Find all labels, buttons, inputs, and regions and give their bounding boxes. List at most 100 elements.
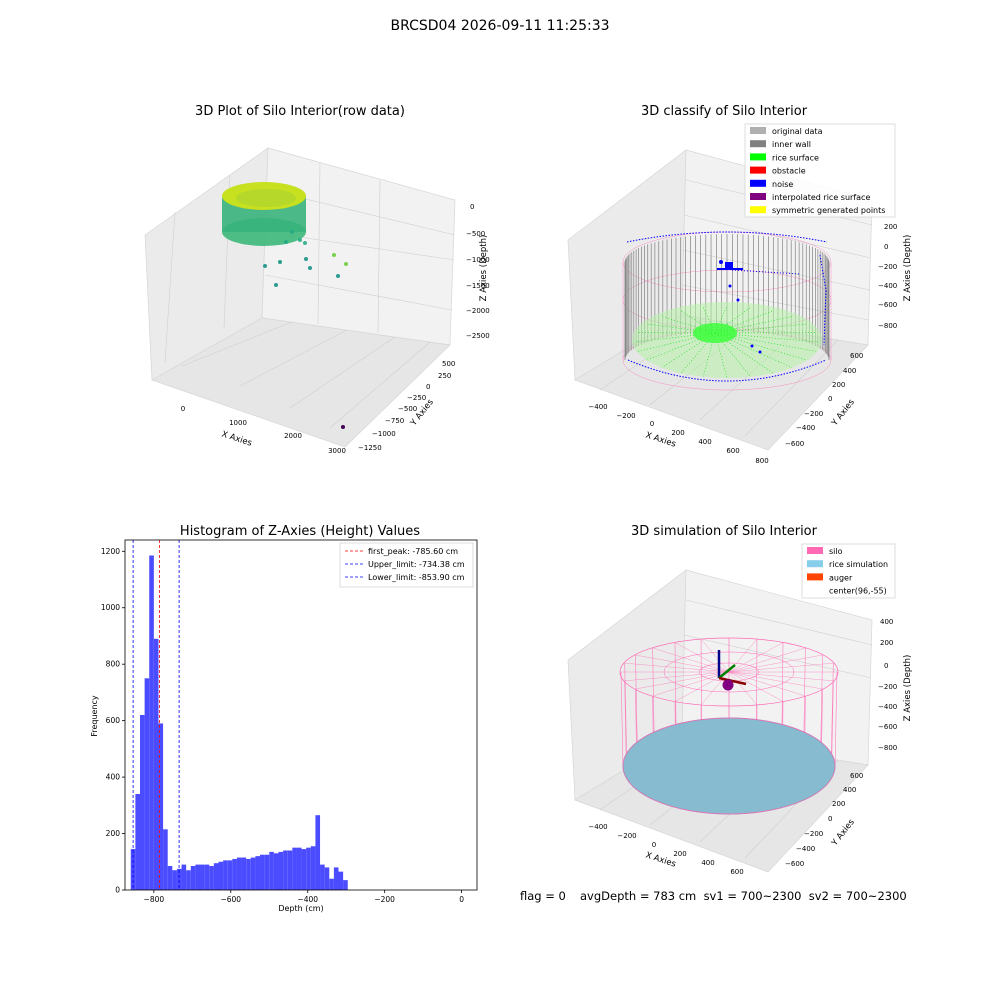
histogram-bar — [236, 857, 242, 890]
histogram-bar — [181, 864, 187, 890]
histogram-bar — [213, 863, 219, 890]
histogram-bar — [209, 866, 214, 890]
avg-depth-text: avgDepth = 783 cm sv1 = 700~2300 sv2 = 7… — [580, 889, 907, 903]
silo-roof-line — [635, 654, 730, 673]
sim-ztick: −400 — [878, 703, 897, 711]
raw-ytick: −250 — [407, 394, 426, 402]
raw-ztick: −2500 — [466, 332, 490, 340]
raw-ztick: −1500 — [466, 282, 490, 290]
legend-label: original data — [772, 127, 823, 136]
silo-roof-line — [624, 671, 730, 681]
histogram-xlabel: Depth (cm) — [278, 904, 323, 913]
histogram-legend-label: Lower_limit: -853.90 cm — [368, 573, 465, 582]
sim-xtick: 200 — [673, 850, 686, 858]
silo-roof-line — [700, 671, 730, 705]
sim-ztick: 400 — [880, 618, 893, 626]
histogram-bar — [333, 867, 339, 890]
histogram-bar — [273, 853, 279, 890]
classify-ytick: 400 — [843, 367, 856, 375]
legend-label: rice surface — [772, 153, 819, 162]
sim-legend: silo rice simulation auger center(96,-55) — [801, 543, 896, 599]
histogram-bar — [218, 861, 224, 890]
raw-xtick: 1000 — [229, 419, 247, 427]
legend-swatch — [750, 206, 766, 214]
histogram-xtick-label: −400 — [297, 895, 318, 904]
raw-xtick: 3000 — [328, 447, 346, 455]
histogram-bar — [163, 829, 168, 890]
legend-label: obstacle — [772, 167, 806, 176]
rice-ray — [714, 306, 751, 334]
histogram-bar — [255, 856, 261, 890]
sim-xtick: 0 — [652, 841, 656, 849]
silo-wall-line — [624, 663, 627, 754]
silo-wall-line — [620, 671, 624, 767]
classify-ytick: 600 — [850, 352, 863, 360]
sim-ylabel: Y Axies — [829, 817, 857, 849]
legend-swatch — [750, 166, 766, 174]
sim-ytick: 400 — [843, 786, 856, 794]
histogram-bar — [200, 864, 205, 890]
silo-wall-line — [700, 639, 702, 720]
classify-ytick: 200 — [832, 381, 845, 389]
legend-label: rice simulation — [829, 560, 888, 569]
histogram-bar — [232, 858, 237, 890]
histogram-bar — [246, 858, 251, 890]
raw-plot-title: 3D Plot of Silo Interior(row data) — [195, 104, 405, 119]
silo-roof-line — [728, 654, 823, 673]
sim-ytick: −200 — [804, 830, 823, 838]
legend-label: symmetric generated points — [772, 206, 885, 215]
silo-wall-line — [756, 639, 758, 720]
histogram-bar — [278, 851, 284, 890]
flag-text: flag = 0 — [520, 889, 566, 903]
silo-roof-line — [635, 671, 730, 690]
classify-zlabel: Z Axies (Depth) — [903, 235, 913, 302]
classify-xtick: 200 — [671, 429, 684, 437]
classify-xtick: 0 — [650, 420, 654, 428]
raw-ytick: −1000 — [372, 430, 396, 438]
histogram-bar — [227, 860, 233, 890]
raw-ztick: 0 — [470, 203, 474, 211]
raw-zlabel: Z Axies (Depth) — [479, 235, 489, 302]
raw-xlabel: X Axies — [220, 429, 253, 448]
raw-ztick: −500 — [466, 230, 485, 238]
legend-swatch — [750, 179, 766, 187]
raw-ytick: 0 — [426, 383, 430, 391]
histogram-bar — [158, 723, 164, 890]
raw-ztick: −2000 — [466, 307, 490, 315]
legend-swatch — [750, 153, 766, 161]
histogram-bar — [223, 860, 228, 890]
histogram-xtick-label: −200 — [374, 895, 395, 904]
raw-ztick: −1000 — [466, 256, 490, 264]
histogram-ytick-label: 400 — [106, 773, 121, 782]
sim-silo-bottom — [622, 717, 836, 815]
sim-ytick: 200 — [832, 800, 845, 808]
histogram-bar — [338, 871, 344, 890]
histogram-xtick-label: 0 — [459, 895, 464, 904]
histogram-bar — [140, 715, 145, 890]
sim-plot-title: 3D simulation of Silo Interior — [631, 524, 817, 539]
histogram-reference-lines — [132, 540, 180, 890]
silo-roof-line — [728, 671, 784, 702]
histogram-bar — [320, 864, 325, 890]
histogram-bar — [250, 857, 256, 890]
silo-wall-line — [652, 647, 655, 733]
rice-ray — [714, 332, 816, 352]
histogram-bar — [130, 849, 136, 890]
raw-3d-plot: 0 1000 2000 3000 500 250 0 −250 −500 −75… — [144, 147, 490, 455]
sim-ticks: −400 −200 0 200 400 600 600 400 200 0 −2… — [588, 618, 897, 876]
histogram-bar — [135, 794, 141, 890]
silo-wall-line — [831, 663, 834, 754]
histogram-legend-label: first_peak: -785.60 cm — [368, 547, 458, 556]
histogram-bar — [269, 851, 274, 890]
figure-title: BRCSD04 2026-09-11 11:25:33 — [390, 18, 610, 34]
raw-point-cloud — [222, 182, 348, 429]
raw-ytick: −750 — [385, 417, 404, 425]
raw-ytick: 250 — [438, 372, 451, 380]
raw-ytick: −500 — [398, 405, 417, 413]
classify-xtick: 400 — [698, 438, 711, 446]
histogram-bar — [144, 678, 150, 890]
histogram-xticks: −800 −600 −400 −200 0 — [144, 890, 464, 904]
raw-ticks: 0 1000 2000 3000 500 250 0 −250 −500 −75… — [181, 203, 490, 455]
silo-wall-line — [834, 671, 838, 767]
legend-swatch — [807, 560, 823, 568]
